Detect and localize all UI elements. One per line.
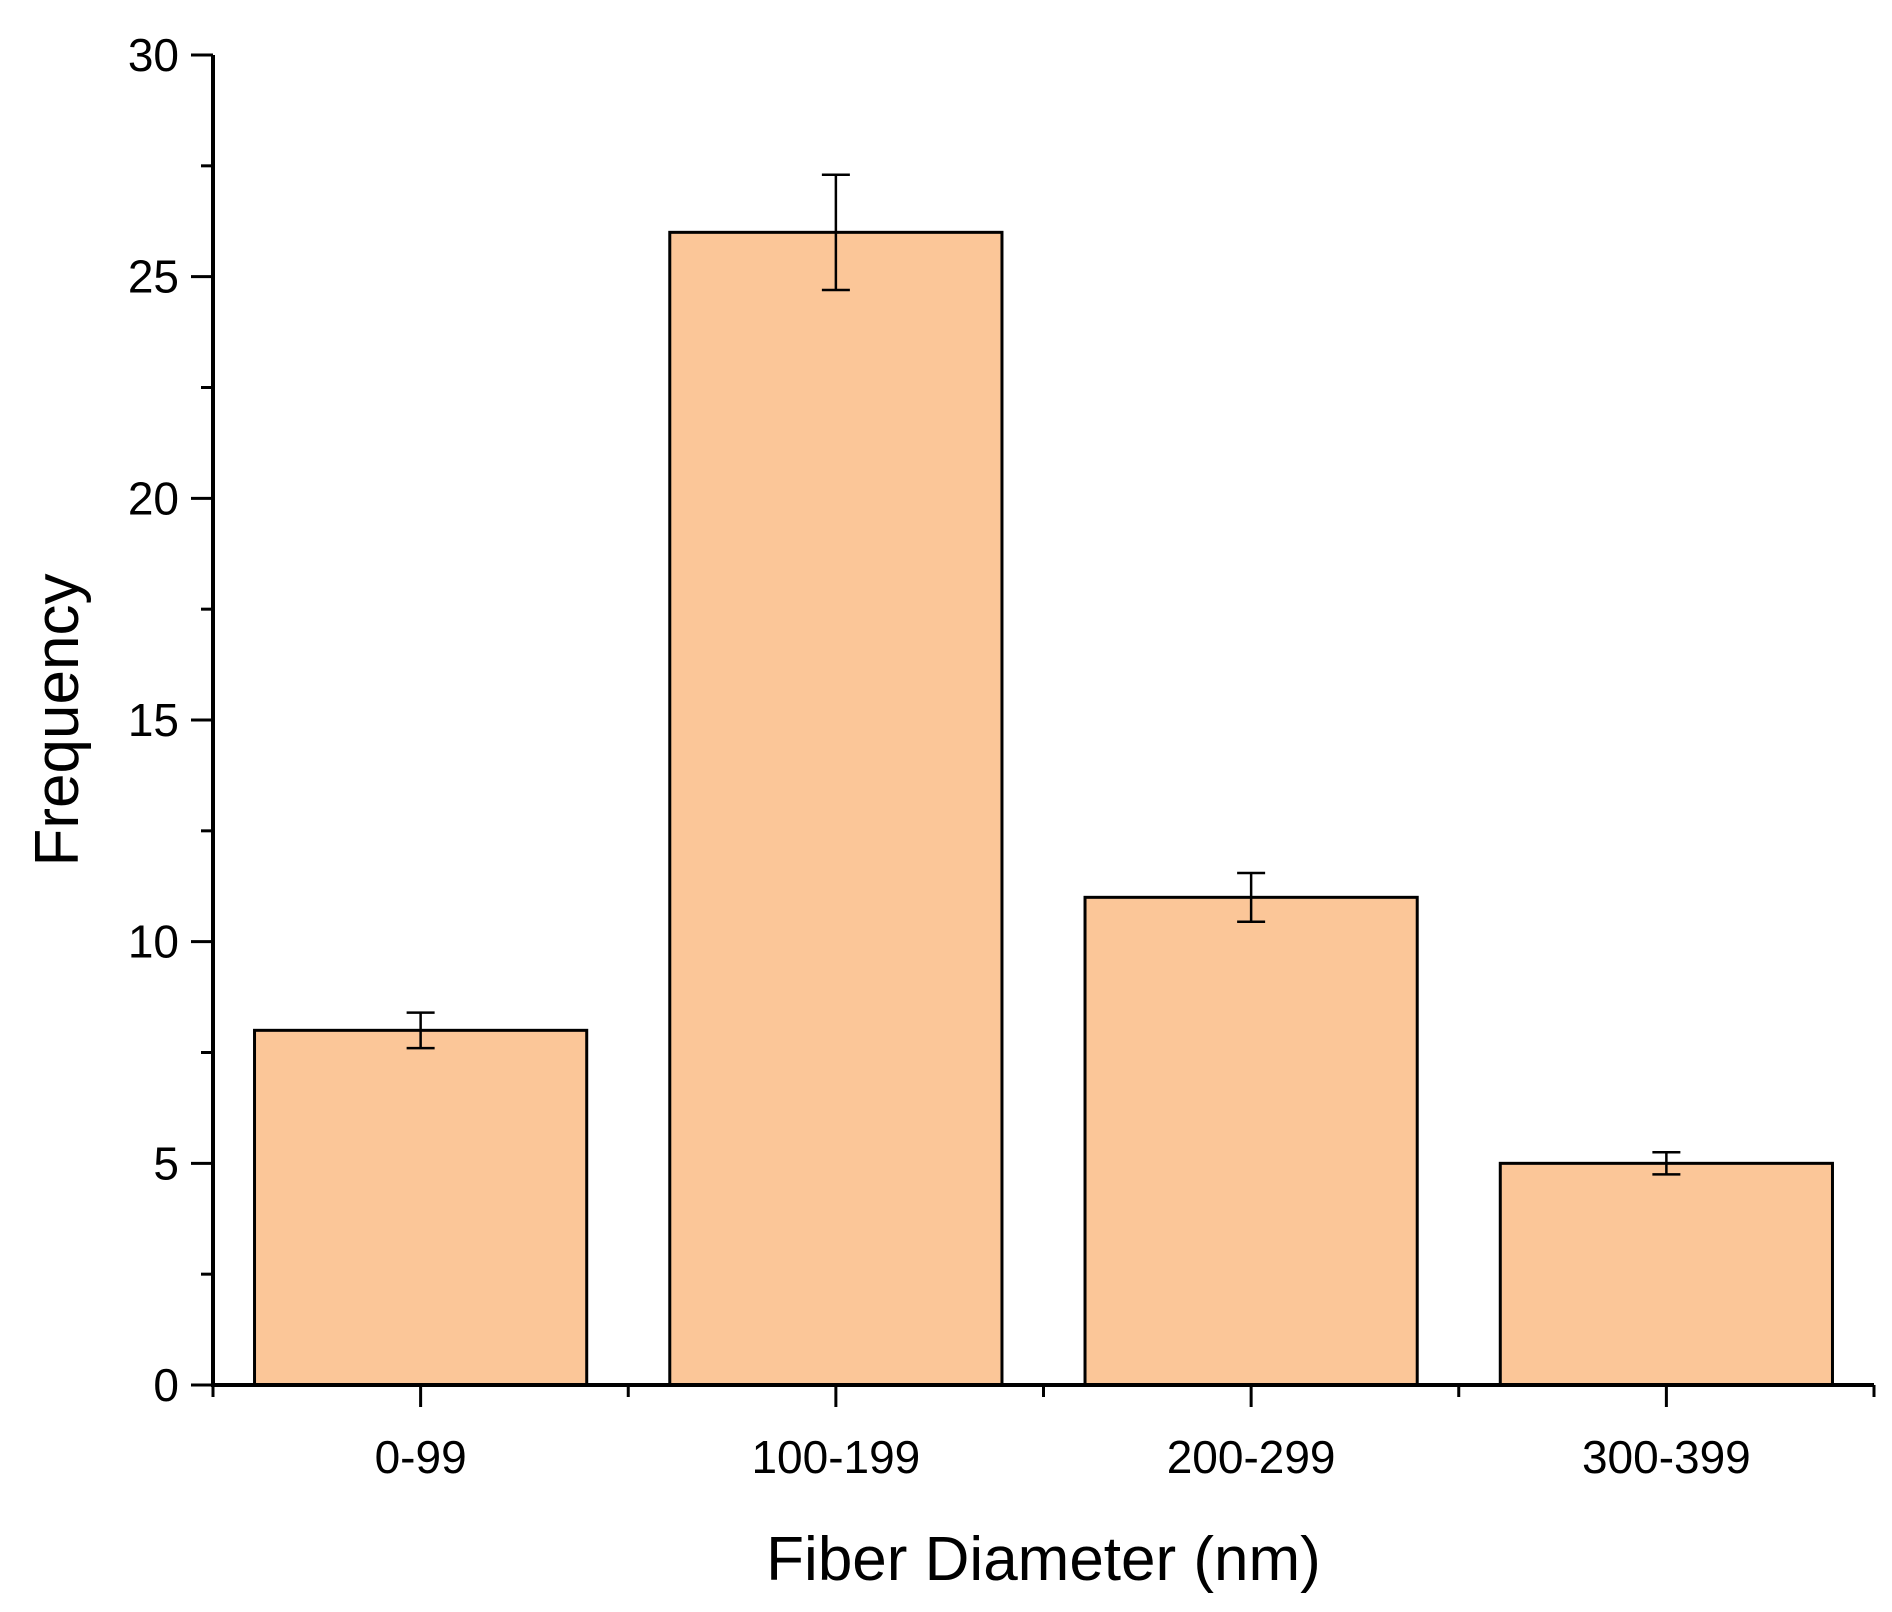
bar-200-299 (1083, 895, 1419, 1387)
y-tick-label: 30 (128, 29, 179, 81)
y-tick-label: 25 (128, 251, 179, 303)
x-tick-label: 300-399 (1582, 1431, 1751, 1483)
x-tick-label: 100-199 (751, 1431, 920, 1483)
bar-0-99 (253, 1028, 589, 1387)
bar-100-199 (668, 230, 1004, 1387)
error-bar-200-299 (1237, 871, 1266, 923)
y-tick-label: 10 (128, 916, 179, 968)
x-tick-label: 0-99 (375, 1431, 467, 1483)
bars-layer (253, 230, 1834, 1387)
y-tick-label: 20 (128, 472, 179, 524)
x-tick-label: 200-299 (1167, 1431, 1336, 1483)
error-bars-layer (406, 173, 1681, 1176)
y-tick-label: 15 (128, 694, 179, 746)
y-ticks-layer: 0 5 10 15 20 25 30 (128, 29, 213, 1411)
y-tick-label: 0 (153, 1359, 179, 1411)
y-axis-title: Frequency (23, 574, 92, 867)
error-bar-100-199 (821, 173, 850, 292)
x-ticks-layer: 0-99 100-199 200-299 300-399 (211, 1385, 1876, 1483)
bar-300-399 (1498, 1161, 1834, 1387)
x-axis-title: Fiber Diameter (nm) (766, 1525, 1321, 1594)
y-tick-label: 5 (153, 1137, 179, 1189)
error-bar-300-399 (1652, 1151, 1681, 1176)
error-bar-0-99 (406, 1011, 435, 1050)
